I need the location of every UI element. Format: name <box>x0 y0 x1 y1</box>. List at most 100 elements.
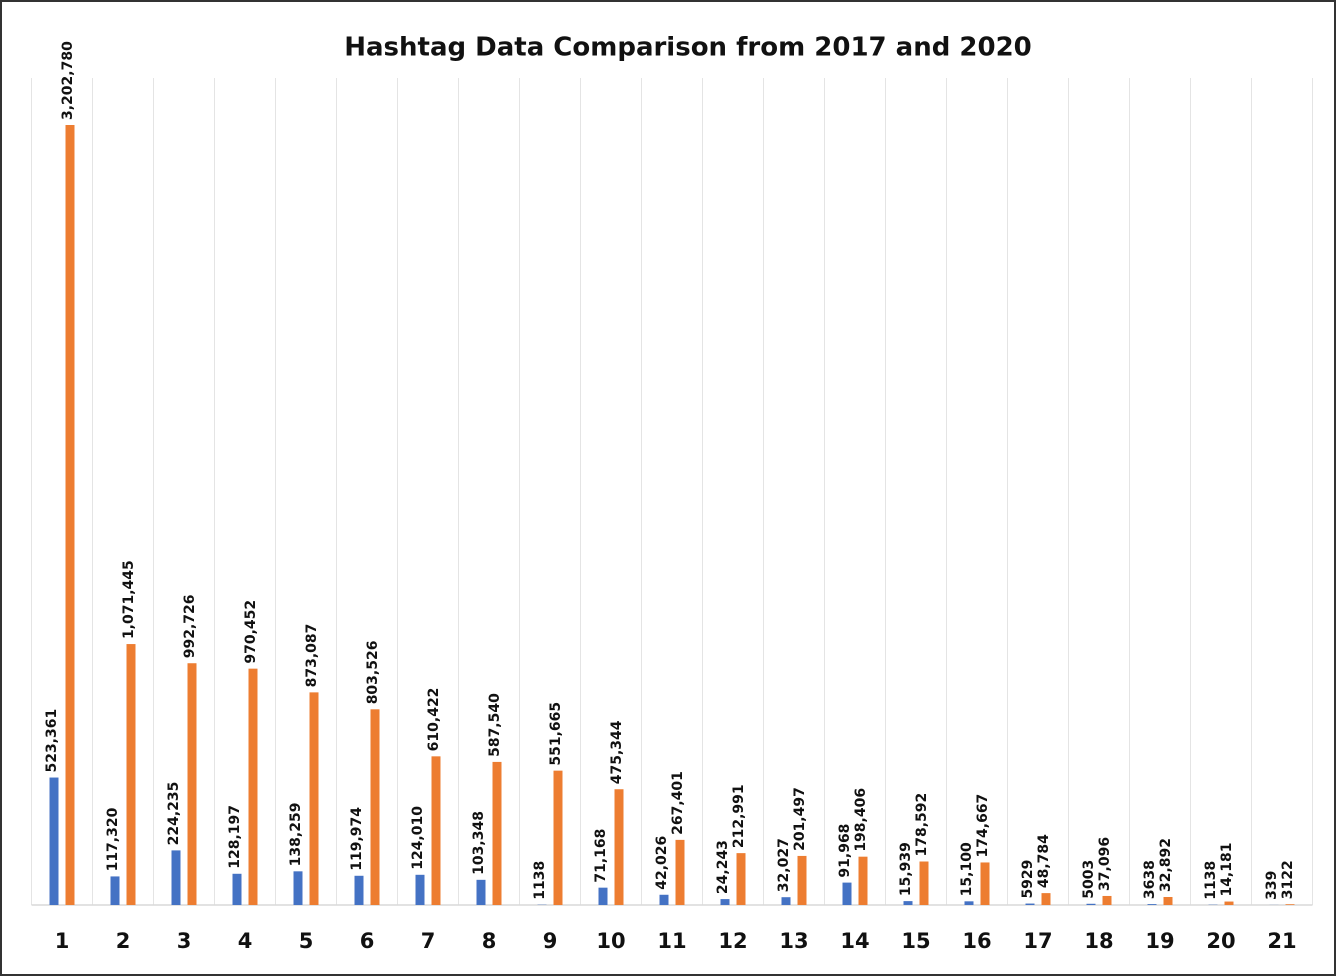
bar <box>187 663 197 905</box>
value-label: 523,361 <box>44 709 60 773</box>
value-label: 42,026 <box>654 836 670 890</box>
value-label: 48,784 <box>1036 834 1052 888</box>
bar <box>858 856 868 905</box>
bar <box>1224 901 1234 905</box>
bar <box>370 709 380 905</box>
bar <box>781 897 791 905</box>
bar <box>598 887 608 905</box>
value-label: 32,892 <box>1158 838 1174 892</box>
value-label: 138,259 <box>288 803 304 867</box>
x-tick-label: 1 <box>55 929 70 953</box>
value-label: 5003 <box>1081 860 1097 899</box>
value-label: 212,991 <box>731 784 747 848</box>
x-tick-label: 17 <box>1023 929 1052 953</box>
bar <box>614 789 624 905</box>
x-tick-label: 12 <box>718 929 747 953</box>
x-tick-label: 18 <box>1084 929 1113 953</box>
value-label: 1138 <box>1203 861 1219 900</box>
value-label: 71,168 <box>593 829 609 883</box>
value-label: 803,526 <box>365 641 381 705</box>
x-tick-label: 21 <box>1267 929 1296 953</box>
chart-title: Hashtag Data Comparison from 2017 and 20… <box>344 33 1032 63</box>
bar <box>49 777 59 905</box>
value-label: 128,197 <box>227 805 243 869</box>
bar <box>126 644 136 905</box>
x-tick-label: 11 <box>657 929 686 953</box>
bar <box>293 871 303 905</box>
value-label: 3638 <box>1142 860 1158 899</box>
bar <box>110 876 120 905</box>
bar <box>675 839 685 905</box>
bar <box>1086 903 1096 905</box>
value-label: 5929 <box>1020 860 1036 899</box>
bar <box>1041 893 1051 905</box>
value-label: 587,540 <box>487 693 503 757</box>
x-tick-label: 14 <box>840 929 869 953</box>
bar <box>720 899 730 905</box>
bar <box>1163 896 1173 905</box>
bar <box>415 874 425 905</box>
x-tick-label: 5 <box>299 929 314 953</box>
value-label: 198,406 <box>853 788 869 852</box>
x-tick-label: 7 <box>421 929 436 953</box>
value-label: 551,665 <box>548 702 564 766</box>
value-label: 3,202,780 <box>60 41 76 120</box>
bar <box>431 756 441 905</box>
value-label: 91,968 <box>837 824 853 878</box>
value-label: 339 <box>1264 871 1280 900</box>
value-label: 103,348 <box>471 811 487 875</box>
bar <box>980 862 990 905</box>
x-tick-label: 13 <box>779 929 808 953</box>
value-label: 15,939 <box>898 842 914 896</box>
bar <box>65 125 75 905</box>
value-label: 117,320 <box>105 807 121 871</box>
value-label: 178,592 <box>914 793 930 857</box>
bar <box>1025 903 1035 905</box>
bar <box>1285 904 1295 905</box>
bar <box>903 901 913 905</box>
bar <box>1147 904 1157 905</box>
x-tick-label: 6 <box>360 929 375 953</box>
value-label: 201,497 <box>792 787 808 851</box>
x-tick-label: 15 <box>901 929 930 953</box>
value-label: 15,100 <box>959 842 975 896</box>
bar <box>797 855 807 905</box>
bar <box>964 901 974 905</box>
value-label: 992,726 <box>182 594 198 658</box>
bar <box>232 873 242 905</box>
value-label: 174,667 <box>975 794 991 858</box>
bar <box>1102 895 1112 905</box>
value-label: 119,974 <box>349 807 365 871</box>
bar <box>354 875 364 905</box>
value-label: 1138 <box>532 861 548 900</box>
x-tick-label: 20 <box>1206 929 1235 953</box>
bar <box>309 692 319 905</box>
value-label: 37,096 <box>1097 837 1113 891</box>
value-label: 970,452 <box>243 600 259 664</box>
x-tick-label: 2 <box>116 929 131 953</box>
x-tick-label: 19 <box>1145 929 1174 953</box>
bar <box>476 879 486 905</box>
value-label: 3122 <box>1280 860 1296 899</box>
value-label: 610,422 <box>426 688 442 752</box>
x-tick-label: 10 <box>596 929 625 953</box>
bar <box>919 861 929 905</box>
value-label: 32,027 <box>776 838 792 892</box>
value-label: 14,181 <box>1219 843 1235 897</box>
x-tick-label: 3 <box>177 929 192 953</box>
bar <box>553 770 563 905</box>
x-tick-label: 8 <box>482 929 497 953</box>
bar <box>659 894 669 905</box>
bar <box>736 853 746 905</box>
bar <box>171 850 181 905</box>
x-tick-label: 4 <box>238 929 253 953</box>
value-label: 873,087 <box>304 624 320 688</box>
bar <box>492 761 502 905</box>
value-label: 267,401 <box>670 771 686 835</box>
bar <box>842 882 852 905</box>
value-label: 1,071,445 <box>121 560 137 639</box>
value-label: 124,010 <box>410 806 426 870</box>
bar <box>248 668 258 905</box>
